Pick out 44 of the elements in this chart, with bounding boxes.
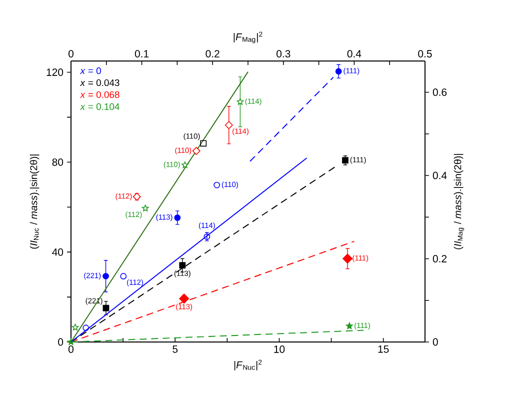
point bbox=[102, 272, 109, 280]
text: x = 0.043 bbox=[80, 79, 120, 86]
point bbox=[179, 294, 190, 304]
x-tick-label: 0.2 bbox=[206, 50, 220, 58]
y-tick-label: 0.2 bbox=[432, 255, 447, 262]
x-axis-title: |F$_{Nuc}$|$^{2}$ bbox=[234, 360, 262, 370]
y-tick-label: 0.6 bbox=[432, 88, 447, 96]
x-tick-label: 15 bbox=[378, 346, 389, 353]
y-tick-label: 0 bbox=[432, 338, 438, 346]
point bbox=[102, 304, 110, 312]
point bbox=[174, 214, 181, 221]
x-tick-label: 5 bbox=[172, 346, 178, 353]
y-axis-title: (II$_{Mag}$ / mass).|sin(2θ)| bbox=[454, 154, 464, 250]
x-axis-title: |F$_{Mag}$|$^{2}$ bbox=[234, 32, 262, 44]
x-tick-label: 0.3 bbox=[276, 50, 290, 58]
point bbox=[82, 324, 90, 332]
point bbox=[335, 68, 342, 75]
point bbox=[346, 322, 353, 330]
text: x = 0.068 bbox=[80, 91, 120, 98]
point bbox=[182, 161, 188, 168]
x-tick-label: 0.4 bbox=[347, 50, 362, 58]
point bbox=[120, 273, 127, 280]
text: x = 0 bbox=[80, 67, 101, 74]
point bbox=[72, 324, 79, 330]
point bbox=[236, 98, 244, 105]
point bbox=[200, 140, 207, 147]
x-tick-label: 0 bbox=[68, 346, 74, 353]
point bbox=[179, 262, 186, 269]
x-tick-label: 10 bbox=[274, 346, 285, 353]
point bbox=[214, 182, 220, 188]
point bbox=[142, 204, 149, 212]
y-tick-label: 120 bbox=[46, 68, 64, 76]
text: x = 0.104 bbox=[80, 103, 120, 110]
x-tick-label: 0.5 bbox=[418, 50, 432, 58]
point bbox=[192, 146, 200, 155]
x-tick-label: 0 bbox=[68, 50, 74, 58]
y-tick-label: 0 bbox=[58, 338, 64, 346]
point bbox=[224, 121, 233, 130]
y-tick-label: 0.4 bbox=[432, 172, 447, 180]
y-tick-label: 80 bbox=[52, 158, 64, 166]
y-axis-title: (II$_{Nuc}$ / mass).|sin(2θ)| bbox=[30, 154, 40, 249]
x-tick-label: 0.1 bbox=[134, 50, 149, 58]
y-tick-label: 40 bbox=[52, 248, 64, 256]
point bbox=[342, 254, 353, 264]
